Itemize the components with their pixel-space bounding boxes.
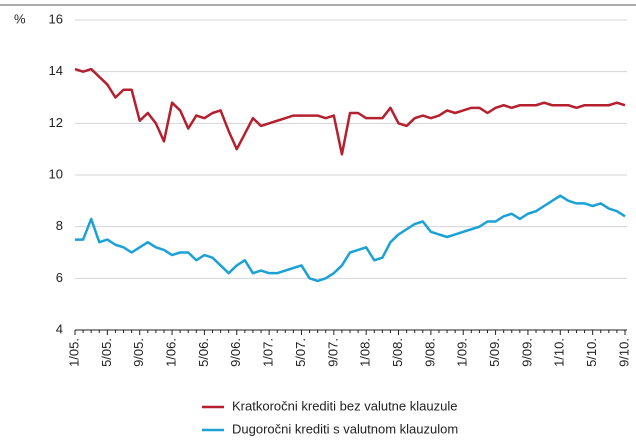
legend-label: Dugoročni krediti s valutnom klauzulom <box>232 421 458 436</box>
x-tick-label: 9/07. <box>325 338 340 367</box>
series-line <box>75 194 626 283</box>
x-tick-label: 1/05. <box>66 338 81 367</box>
x-tick-label: 5/06. <box>196 338 211 367</box>
x-tick-label: 1/10. <box>552 338 567 367</box>
x-tick-label: 5/09. <box>487 338 502 367</box>
x-tick-label: 9/05. <box>131 338 146 367</box>
legend-label: Kratkoročni krediti bez valutne klauzule <box>232 398 457 413</box>
y-tick-label: 16 <box>49 11 63 26</box>
x-tick-label: 1/06. <box>163 338 178 367</box>
x-tick-label: 5/07. <box>293 338 308 367</box>
y-tick-label: 12 <box>49 115 63 130</box>
y-tick-label: 8 <box>56 218 63 233</box>
x-tick-label: 9/09. <box>519 338 534 367</box>
y-tick-label: 14 <box>49 63 63 78</box>
y-tick-label: 6 <box>56 270 63 285</box>
series-line <box>74 67 626 156</box>
x-tick-label: 5/10. <box>584 338 599 367</box>
x-tick-label: 5/08. <box>390 338 405 367</box>
y-tick-label: 10 <box>49 166 63 181</box>
x-tick-label: 9/08. <box>422 338 437 367</box>
y-axis-label: % <box>14 11 26 26</box>
x-tick-label: 1/09. <box>455 338 470 367</box>
x-tick-label: 1/07. <box>261 338 276 367</box>
x-tick-label: 9/10. <box>616 338 631 367</box>
y-tick-label: 4 <box>56 321 63 336</box>
x-tick-label: 9/06. <box>228 338 243 367</box>
x-tick-label: 5/05. <box>99 338 114 367</box>
x-tick-label: 1/08. <box>358 338 373 367</box>
